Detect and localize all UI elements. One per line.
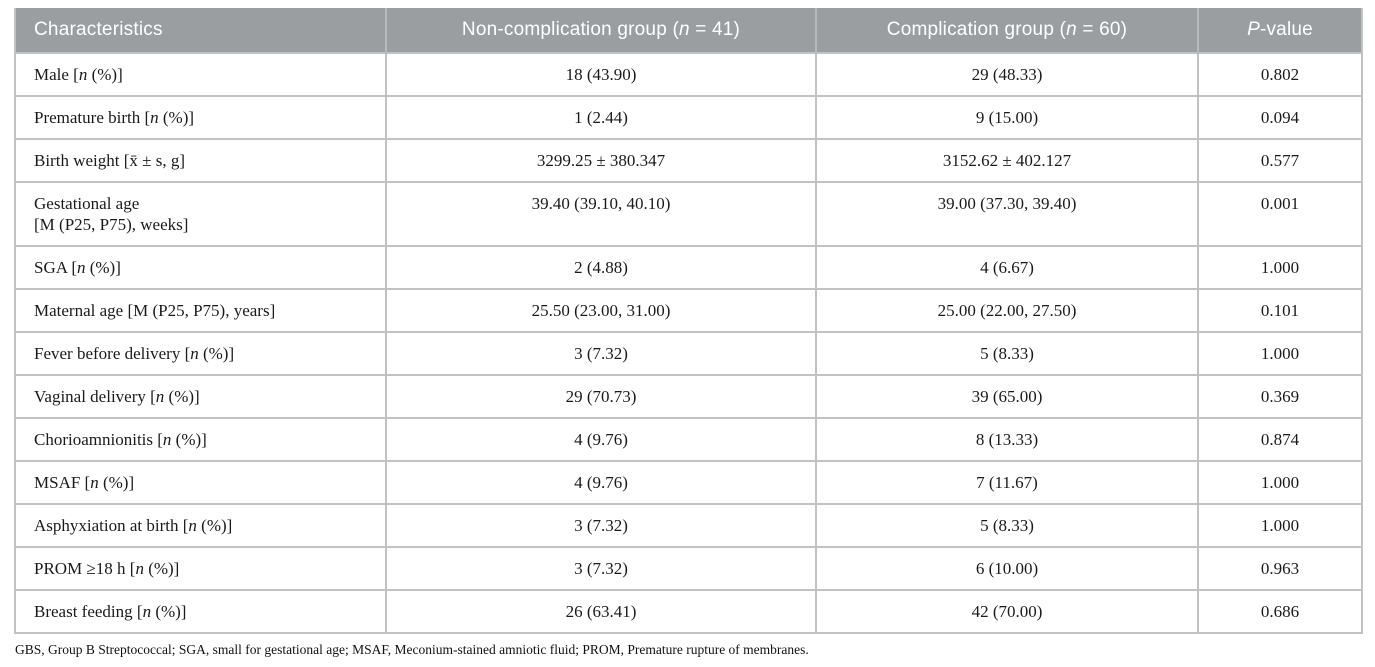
p-value-cell: 0.963 bbox=[1197, 546, 1363, 591]
table-row: Breast feeding [n (%)] 26 (63.41) 42 (70.0… bbox=[14, 589, 1363, 634]
table-row: MSAF [n (%)] 4 (9.76) 7 (11.67) 1.000 bbox=[14, 460, 1363, 505]
characteristic-cell: Asphyxiation at birth [n (%)] bbox=[14, 503, 387, 548]
non-complication-value-cell: 4 (9.76) bbox=[385, 417, 817, 462]
characteristic-cell: Chorioamnionitis [n (%)] bbox=[14, 417, 387, 462]
non-complication-value-cell: 18 (43.90) bbox=[385, 52, 817, 97]
characteristic-cell: Breast feeding [n (%)] bbox=[14, 589, 387, 634]
column-header-p_value: P-value bbox=[1197, 8, 1362, 53]
table-row: Birth weight [x̄ ± s, g] 3299.25 ± 380.34… bbox=[14, 138, 1363, 183]
table-row: Premature birth [n (%)] 1 (2.44) 9 (15.00)… bbox=[14, 95, 1363, 140]
column-header-non_complication: Non-complication group (n = 41) bbox=[385, 8, 816, 53]
non-complication-value-cell: 39.40 (39.10, 40.10) bbox=[385, 181, 817, 247]
p-value-cell: 0.874 bbox=[1197, 417, 1363, 462]
complication-value-cell: 4 (6.67) bbox=[815, 245, 1199, 290]
table-row: Vaginal delivery [n (%)] 29 (70.73) 39 (65… bbox=[14, 374, 1363, 419]
non-complication-value-cell: 3 (7.32) bbox=[385, 546, 817, 591]
table-header: Characteristics Non-complication group (n… bbox=[15, 8, 1362, 53]
table-row: SGA [n (%)] 2 (4.88) 4 (6.67) 1.000 bbox=[14, 245, 1363, 290]
table-row: Asphyxiation at birth [n (%)] 3 (7.32) 5 (… bbox=[14, 503, 1363, 548]
non-complication-value-cell: 25.50 (23.00, 31.00) bbox=[385, 288, 817, 333]
complication-value-cell: 29 (48.33) bbox=[815, 52, 1199, 97]
p-value-cell: 1.000 bbox=[1197, 460, 1363, 505]
complication-value-cell: 3152.62 ± 402.127 bbox=[815, 138, 1199, 183]
paper-table-figure: Characteristics Non-complication group (n… bbox=[14, 8, 1363, 658]
table-row: Maternal age [M (P25, P75), years] 25.50 … bbox=[14, 288, 1363, 333]
complication-value-cell: 6 (10.00) bbox=[815, 546, 1199, 591]
complication-value-cell: 5 (8.33) bbox=[815, 331, 1199, 376]
characteristic-cell: Premature birth [n (%)] bbox=[14, 95, 387, 140]
table-row: Gestational age [M (P25, P75), weeks] 39.4… bbox=[14, 181, 1363, 247]
non-complication-value-cell: 29 (70.73) bbox=[385, 374, 817, 419]
p-value-cell: 1.000 bbox=[1197, 245, 1363, 290]
p-value-cell: 0.001 bbox=[1197, 181, 1363, 247]
characteristic-cell: PROM ≥18 h [n (%)] bbox=[14, 546, 387, 591]
p-value-cell: 1.000 bbox=[1197, 331, 1363, 376]
table-row: Male [n (%)] 18 (43.90) 29 (48.33) 0.802 bbox=[14, 52, 1363, 97]
characteristic-cell: Birth weight [x̄ ± s, g] bbox=[14, 138, 387, 183]
complication-value-cell: 9 (15.00) bbox=[815, 95, 1199, 140]
characteristic-cell: Vaginal delivery [n (%)] bbox=[14, 374, 387, 419]
non-complication-value-cell: 1 (2.44) bbox=[385, 95, 817, 140]
characteristic-cell: SGA [n (%)] bbox=[14, 245, 387, 290]
p-value-cell: 0.094 bbox=[1197, 95, 1363, 140]
table-row: Fever before delivery [n (%)] 3 (7.32) 5 (… bbox=[14, 331, 1363, 376]
complication-value-cell: 39.00 (37.30, 39.40) bbox=[815, 181, 1199, 247]
characteristic-cell: Male [n (%)] bbox=[14, 52, 387, 97]
p-value-cell: 0.577 bbox=[1197, 138, 1363, 183]
non-complication-value-cell: 2 (4.88) bbox=[385, 245, 817, 290]
characteristic-cell: Maternal age [M (P25, P75), years] bbox=[14, 288, 387, 333]
non-complication-value-cell: 3299.25 ± 380.347 bbox=[385, 138, 817, 183]
non-complication-value-cell: 4 (9.76) bbox=[385, 460, 817, 505]
non-complication-value-cell: 26 (63.41) bbox=[385, 589, 817, 634]
non-complication-value-cell: 3 (7.32) bbox=[385, 503, 817, 548]
p-value-cell: 1.000 bbox=[1197, 503, 1363, 548]
characteristic-cell: Fever before delivery [n (%)] bbox=[14, 331, 387, 376]
complication-value-cell: 39 (65.00) bbox=[815, 374, 1199, 419]
table-row: PROM ≥18 h [n (%)] 3 (7.32) 6 (10.00) 0.963 bbox=[14, 546, 1363, 591]
non-complication-value-cell: 3 (7.32) bbox=[385, 331, 817, 376]
complication-value-cell: 8 (13.33) bbox=[815, 417, 1199, 462]
column-header-complication: Complication group (n = 60) bbox=[815, 8, 1198, 53]
header-row: Characteristics Non-complication group (n… bbox=[15, 8, 1362, 53]
characteristics-table: Characteristics Non-complication group (n… bbox=[14, 8, 1363, 634]
p-value-cell: 0.369 bbox=[1197, 374, 1363, 419]
complication-value-cell: 25.00 (22.00, 27.50) bbox=[815, 288, 1199, 333]
complication-value-cell: 42 (70.00) bbox=[815, 589, 1199, 634]
characteristic-cell: MSAF [n (%)] bbox=[14, 460, 387, 505]
complication-value-cell: 5 (8.33) bbox=[815, 503, 1199, 548]
table-footnote: GBS, Group B Streptococcal; SGA, small f… bbox=[15, 642, 809, 657]
table-body: Male [n (%)] 18 (43.90) 29 (48.33) 0.802 Pre… bbox=[14, 52, 1363, 634]
column-header-characteristics: Characteristics bbox=[15, 8, 386, 53]
p-value-cell: 0.101 bbox=[1197, 288, 1363, 333]
complication-value-cell: 7 (11.67) bbox=[815, 460, 1199, 505]
table-row: Chorioamnionitis [n (%)] 4 (9.76) 8 (13.33… bbox=[14, 417, 1363, 462]
characteristic-cell: Gestational age [M (P25, P75), weeks] bbox=[14, 181, 387, 247]
p-value-cell: 0.686 bbox=[1197, 589, 1363, 634]
p-value-cell: 0.802 bbox=[1197, 52, 1363, 97]
